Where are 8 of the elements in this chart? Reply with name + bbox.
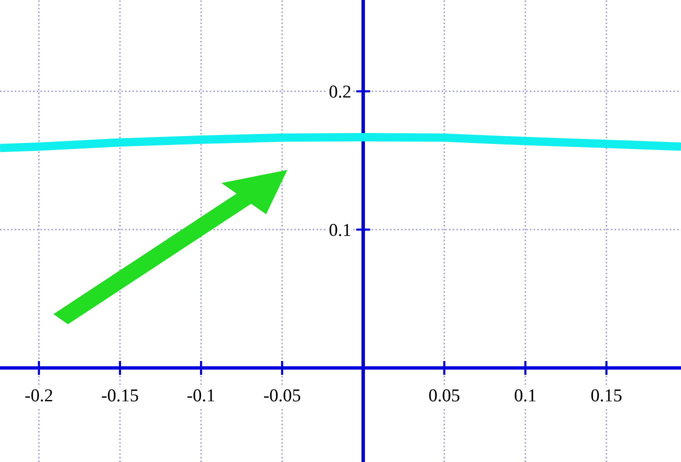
x-tick-label: -0.1 [187, 389, 214, 402]
x-tick-label: 0.15 [591, 389, 622, 402]
x-tick-label: -0.15 [102, 389, 138, 402]
x-tick-label: 0.1 [514, 389, 536, 402]
x-tick-label: 0.05 [429, 389, 460, 402]
x-tick-label: -0.2 [25, 389, 52, 402]
x-tick-label: -0.05 [264, 389, 300, 402]
y-tick-label: 0.2 [330, 86, 350, 98]
